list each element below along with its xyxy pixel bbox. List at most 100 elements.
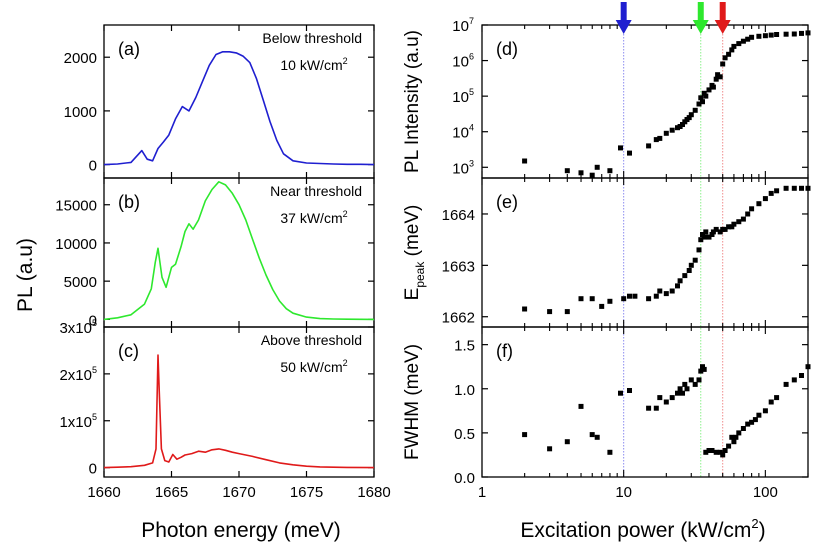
panel-a: 0 1000 2000 (a) Below threshold 10 kW/cm2 [64, 24, 375, 179]
panel-label: (b) [118, 192, 140, 212]
data-point [710, 229, 716, 235]
data-point [700, 232, 705, 237]
data-point [692, 381, 698, 387]
data-point [688, 377, 694, 383]
data-point [682, 273, 688, 279]
data-point [564, 309, 570, 315]
data-point [688, 262, 694, 268]
data-point [722, 448, 728, 453]
x-tick-label: 1660 [87, 484, 120, 501]
data-point [675, 283, 680, 289]
data-point [677, 386, 683, 392]
data-point [680, 390, 685, 396]
data-point [729, 47, 735, 53]
data-point [627, 293, 632, 299]
data-point [783, 31, 789, 37]
data-point [733, 434, 739, 440]
data-point [607, 449, 613, 455]
data-point [677, 278, 683, 284]
data-point [799, 30, 804, 36]
data-point [632, 293, 638, 299]
data-point [657, 135, 663, 141]
data-point [657, 395, 663, 401]
right-x-axis-label: Excitation power (kW/cm2) [520, 516, 765, 542]
data-point [731, 439, 737, 445]
data-point [686, 115, 692, 121]
data-point [618, 390, 623, 396]
data-point [749, 34, 755, 40]
data-point [762, 408, 768, 414]
threshold-arrow [615, 2, 632, 34]
data-point [701, 366, 707, 372]
data-point [663, 130, 669, 136]
y-tick-label: 1.0 [454, 382, 475, 399]
power-label: 50 kW/cm2 [280, 358, 347, 375]
data-point [701, 90, 707, 96]
x-tick-label: 1680 [357, 484, 390, 501]
data-point [618, 145, 623, 151]
power-label: 37 kW/cm2 [280, 209, 347, 226]
data-point [698, 368, 704, 374]
data-point [669, 395, 675, 401]
data-point [657, 288, 663, 294]
data-point [669, 288, 675, 294]
y-tick-label: 0.0 [454, 470, 475, 487]
data-point [720, 61, 726, 67]
data-point [774, 32, 780, 37]
y-tick-label: 1664 [442, 207, 475, 224]
data-point [547, 309, 553, 315]
data-point [706, 448, 712, 453]
data-point [696, 247, 702, 253]
data-point [805, 30, 811, 36]
data-point [594, 434, 600, 440]
data-point [621, 296, 627, 302]
data-point [589, 172, 595, 178]
data-point [715, 72, 721, 78]
y-tick-label: 5000 [64, 274, 97, 291]
data-point [646, 296, 652, 302]
panel-c: 0 1x105 2x105 3x105 1660 1665 1670 1675 1680 (c) A… [59, 318, 390, 501]
panel-b: 0 5000 10000 15000 (b) Near threshold 37 kW/cm… [55, 177, 375, 329]
data-point [696, 101, 702, 107]
data-point [589, 432, 595, 438]
data-point [756, 412, 762, 418]
data-point [713, 226, 719, 232]
data-point [740, 426, 746, 431]
y-tick-label: 104 [452, 123, 474, 142]
data-point [653, 137, 659, 143]
panel-label: (e) [496, 192, 518, 212]
y-tick-label: 1000 [64, 104, 97, 121]
panel-d-frame [481, 24, 809, 179]
data-point [745, 421, 751, 427]
y-tick-label: 103 [452, 158, 474, 177]
data-point [729, 224, 735, 230]
data-point [578, 170, 584, 176]
data-point [722, 55, 728, 61]
data-point [706, 234, 712, 240]
data-point [703, 229, 709, 235]
y-tick-label: 10000 [55, 236, 97, 253]
data-point [547, 446, 553, 452]
right-panels: 103 104 105 106 107 (d) PL Intensity (a.u) 1662… [402, 2, 811, 501]
data-point [756, 201, 762, 207]
data-point [805, 185, 811, 191]
data-point [710, 84, 716, 90]
data-point [713, 449, 719, 455]
data-point [522, 432, 528, 438]
panel-f-frame [481, 326, 809, 478]
spectrum-line-c [103, 354, 375, 469]
data-point [692, 257, 698, 263]
panel-label: (f) [496, 341, 513, 361]
data-point [599, 303, 605, 309]
data-point [607, 168, 613, 174]
annotation-label: Near threshold [270, 183, 362, 199]
data-point [752, 417, 758, 423]
x-tick-label: 1670 [222, 484, 255, 501]
data-point [646, 405, 652, 411]
panel-d: 103 104 105 106 107 (d) PL Intensity (a.u) [402, 16, 811, 179]
data-point [736, 430, 742, 436]
data-point [675, 125, 680, 131]
data-point [684, 386, 690, 392]
data-point [578, 403, 584, 409]
data-point [698, 237, 704, 243]
